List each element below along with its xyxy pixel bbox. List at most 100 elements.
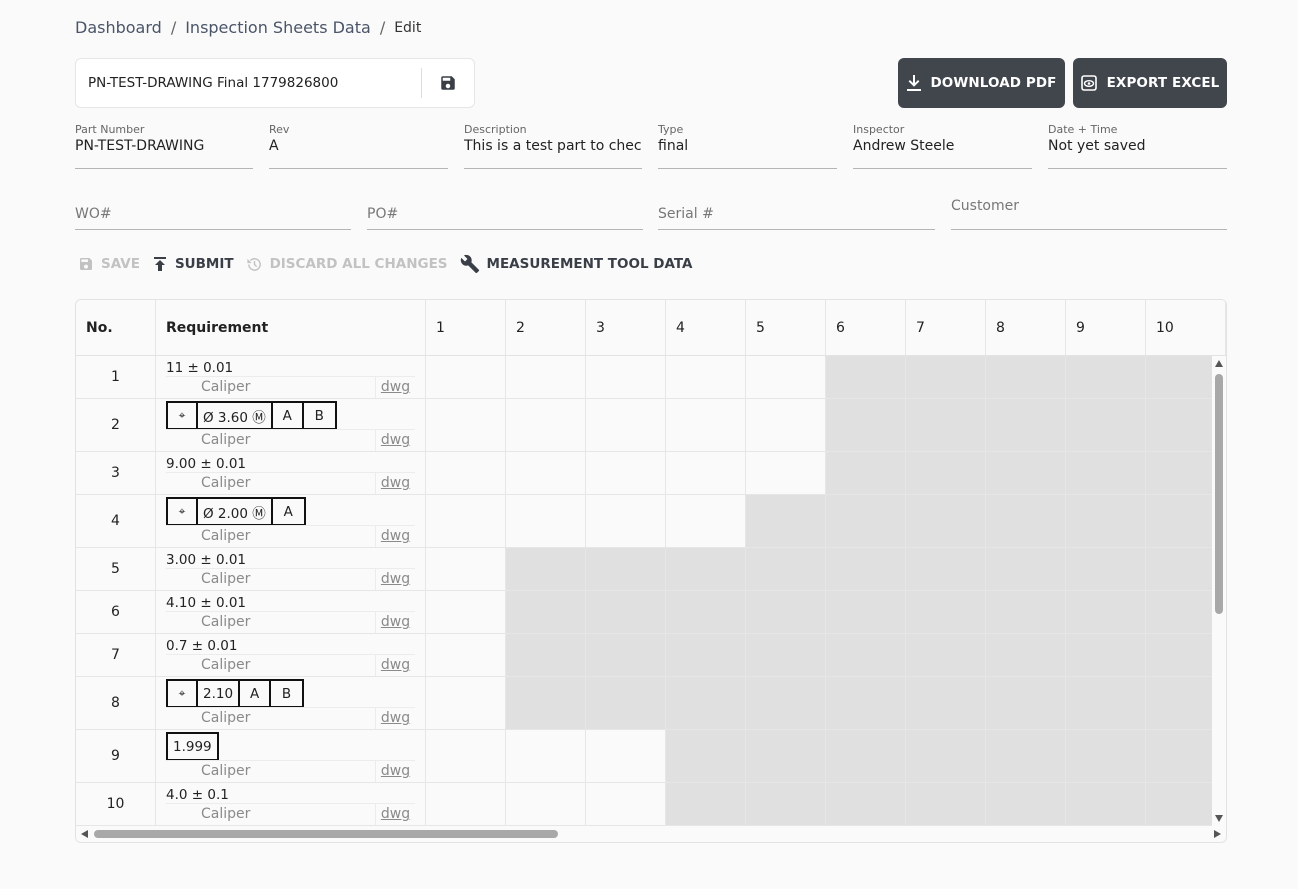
header-col-6[interactable]: 6 — [826, 300, 906, 355]
requirement-cell[interactable]: ⌖ Ø 3.60 Ⓜ A B Caliper dwg — [156, 399, 426, 451]
measurement-cell[interactable] — [666, 495, 746, 547]
measurement-cell[interactable] — [506, 356, 586, 398]
dwg-link[interactable]: dwg — [380, 432, 411, 448]
dwg-link[interactable]: dwg — [380, 379, 411, 395]
type-field[interactable]: Type final — [658, 123, 837, 169]
measurement-cell[interactable] — [426, 677, 506, 729]
header-requirement[interactable]: Requirement — [156, 300, 426, 355]
customer-field[interactable]: Customer — [951, 198, 1227, 230]
measurement-cell[interactable] — [666, 399, 746, 451]
dwg-link[interactable]: dwg — [380, 475, 411, 491]
dwg-link[interactable]: dwg — [380, 571, 411, 587]
rev-field[interactable]: Rev A — [269, 123, 448, 169]
measurement-cell[interactable] — [426, 783, 506, 825]
header-col-3[interactable]: 3 — [586, 300, 666, 355]
dwg-link[interactable]: dwg — [380, 528, 411, 544]
measurement-tool[interactable]: Caliper — [166, 612, 376, 633]
measurement-tool[interactable]: Caliper — [166, 569, 376, 590]
scroll-left-arrow-icon[interactable] — [81, 830, 88, 838]
requirement-cell[interactable]: 1.999 Caliper dwg — [156, 730, 426, 782]
measurement-cell[interactable] — [586, 399, 666, 451]
requirement-cell[interactable]: 3.00 ± 0.01 Caliper dwg — [156, 548, 426, 590]
measurement-cell[interactable] — [426, 356, 506, 398]
header-no[interactable]: No. — [76, 300, 156, 355]
header-col-2[interactable]: 2 — [506, 300, 586, 355]
vertical-scrollbar[interactable] — [1212, 356, 1226, 826]
measurement-cell[interactable] — [586, 356, 666, 398]
measurement-cell[interactable] — [586, 452, 666, 494]
requirement-cell[interactable]: ⌖ Ø 2.00 Ⓜ A Caliper dwg — [156, 495, 426, 547]
sheet-title-input[interactable] — [76, 75, 421, 91]
submit-button[interactable]: SUBMIT — [152, 256, 234, 272]
header-col-1[interactable]: 1 — [426, 300, 506, 355]
measurement-cell[interactable] — [586, 495, 666, 547]
measurement-cell[interactable] — [506, 452, 586, 494]
header-col-10[interactable]: 10 — [1146, 300, 1226, 355]
measurement-cell[interactable] — [586, 730, 666, 782]
dwg-link[interactable]: dwg — [380, 710, 411, 726]
measurement-tool[interactable]: Caliper — [166, 526, 376, 547]
measurement-tool[interactable]: Caliper — [166, 655, 376, 676]
horizontal-scroll-thumb[interactable] — [94, 830, 558, 838]
measurement-cell[interactable] — [426, 591, 506, 633]
measurement-tool[interactable]: Caliper — [166, 804, 376, 825]
export-excel-button[interactable]: EXPORT EXCEL — [1073, 58, 1227, 108]
measurement-tool[interactable]: Caliper — [166, 708, 376, 729]
header-col-4[interactable]: 4 — [666, 300, 746, 355]
inspector-field[interactable]: Inspector Andrew Steele — [853, 123, 1032, 169]
description-field[interactable]: Description This is a test part to check — [464, 123, 642, 169]
requirement-cell[interactable]: 11 ± 0.01 Caliper dwg — [156, 356, 426, 398]
measurement-cell[interactable] — [586, 783, 666, 825]
measurement-cell[interactable] — [666, 356, 746, 398]
header-col-9[interactable]: 9 — [1066, 300, 1146, 355]
dwg-link[interactable]: dwg — [380, 806, 411, 822]
measurement-cell[interactable] — [426, 548, 506, 590]
download-pdf-button[interactable]: DOWNLOAD PDF — [898, 58, 1065, 108]
measurement-cell[interactable] — [746, 399, 826, 451]
measurement-tool[interactable]: Caliper — [166, 761, 376, 782]
requirement-cell[interactable]: 4.0 ± 0.1 Caliper dwg — [156, 783, 426, 825]
measurement-cell[interactable] — [426, 452, 506, 494]
dwg-link[interactable]: dwg — [380, 614, 411, 630]
requirement-cell[interactable]: 0.7 ± 0.01 Caliper dwg — [156, 634, 426, 676]
measurement-cell[interactable] — [426, 730, 506, 782]
dwg-link[interactable]: dwg — [380, 763, 411, 779]
row-number: 1 — [76, 356, 156, 398]
requirement-cell[interactable]: ⌖ 2.10 A B Caliper dwg — [156, 677, 426, 729]
requirement-cell[interactable]: 9.00 ± 0.01 Caliper dwg — [156, 452, 426, 494]
measurement-cell[interactable] — [426, 634, 506, 676]
po-field[interactable]: PO# — [367, 198, 643, 230]
horizontal-scrollbar[interactable] — [76, 826, 1226, 842]
scroll-right-arrow-icon[interactable] — [1214, 830, 1221, 838]
vertical-scroll-thumb[interactable] — [1215, 374, 1223, 614]
wo-field[interactable]: WO# — [75, 198, 351, 230]
measurement-cell[interactable] — [666, 452, 746, 494]
measurement-cell[interactable] — [506, 399, 586, 451]
scroll-down-arrow-icon[interactable] — [1215, 815, 1223, 822]
measurement-cell[interactable] — [426, 495, 506, 547]
measurement-cell[interactable] — [746, 452, 826, 494]
requirement-cell[interactable]: 4.10 ± 0.01 Caliper dwg — [156, 591, 426, 633]
breadcrumb-inspection-sheets[interactable]: Inspection Sheets Data — [185, 18, 371, 37]
breadcrumb-dashboard[interactable]: Dashboard — [75, 18, 162, 37]
measurement-cell[interactable] — [506, 495, 586, 547]
part-number-field[interactable]: Part Number PN-TEST-DRAWING — [75, 123, 253, 169]
measurement-tool[interactable]: Caliper — [166, 430, 376, 451]
measurement-cell[interactable] — [426, 399, 506, 451]
measurement-tool[interactable]: Caliper — [166, 473, 376, 494]
serial-field[interactable]: Serial # — [658, 198, 935, 230]
measurement-tool-data-button[interactable]: MEASUREMENT TOOL DATA — [460, 254, 692, 274]
header-col-5[interactable]: 5 — [746, 300, 826, 355]
measurement-cell[interactable] — [746, 356, 826, 398]
discard-changes-button[interactable]: DISCARD ALL CHANGES — [246, 256, 448, 273]
save-title-button[interactable] — [422, 59, 474, 107]
measurement-tool[interactable]: Caliper — [166, 377, 376, 398]
header-col-7[interactable]: 7 — [906, 300, 986, 355]
dwg-link[interactable]: dwg — [380, 657, 411, 673]
scroll-up-arrow-icon[interactable] — [1215, 360, 1223, 367]
save-button[interactable]: SAVE — [78, 256, 140, 272]
measurement-cell[interactable] — [506, 783, 586, 825]
header-col-8[interactable]: 8 — [986, 300, 1066, 355]
measurement-cell[interactable] — [506, 730, 586, 782]
disabled-measurement-cell — [1066, 730, 1146, 782]
